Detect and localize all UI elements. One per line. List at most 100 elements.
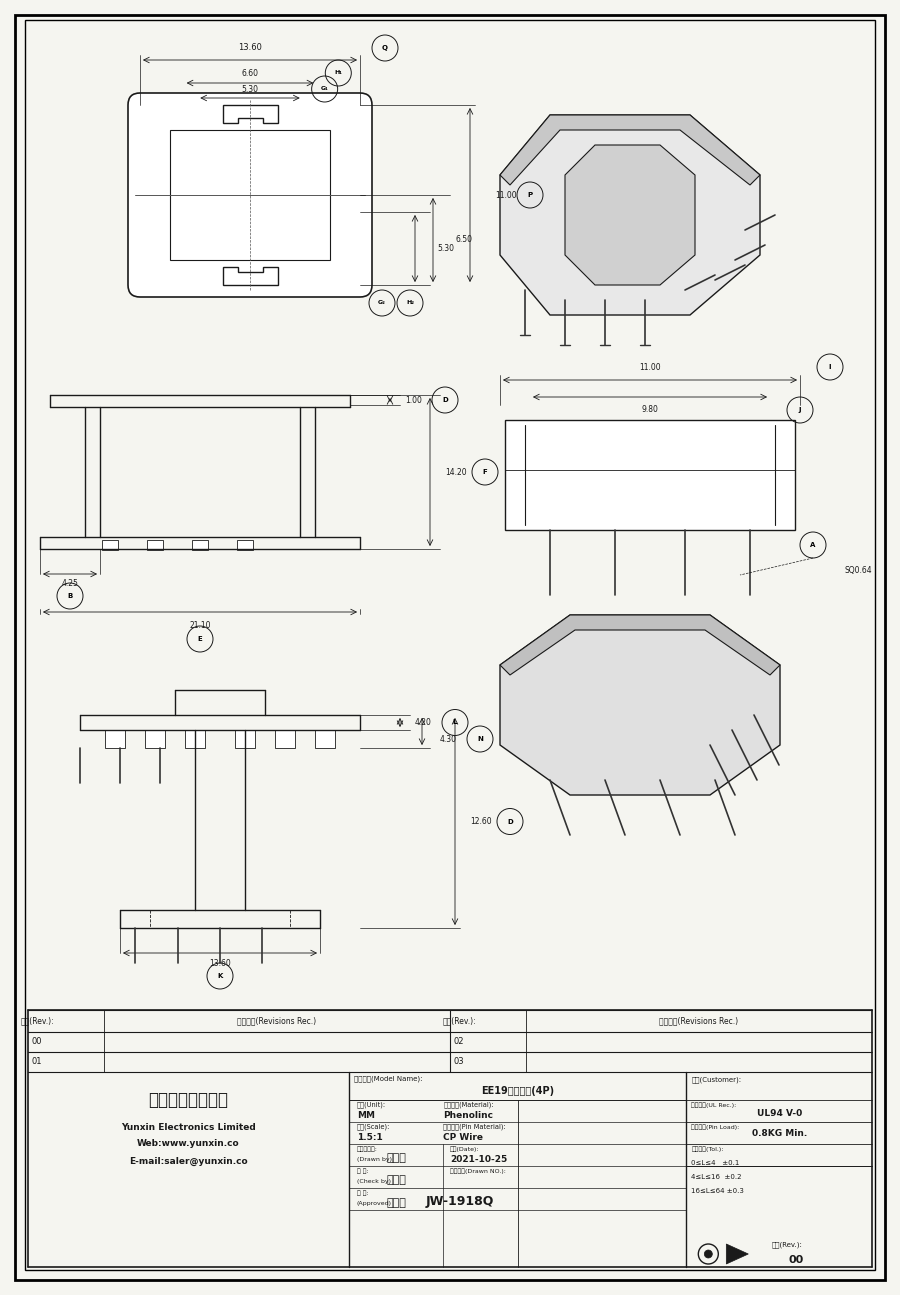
Text: Web:www.yunxin.co: Web:www.yunxin.co [137,1140,239,1149]
Text: 单位(Unit):: 单位(Unit): [356,1102,386,1109]
Text: 校 对:: 校 对: [356,1168,368,1173]
Polygon shape [500,615,780,795]
Text: 5.30: 5.30 [241,84,258,93]
Text: 03: 03 [454,1058,464,1067]
Text: 日期(Date):: 日期(Date): [450,1146,480,1151]
Text: G₁: G₁ [320,87,328,92]
Text: 客户(Customer):: 客户(Customer): [691,1076,742,1084]
Text: UL94 V-0: UL94 V-0 [757,1109,802,1118]
Text: 一般公差(Tol.):: 一般公差(Tol.): [691,1146,724,1151]
Text: 核 准:: 核 准: [356,1190,368,1195]
Text: Phenolinc: Phenolinc [443,1111,493,1120]
Bar [315,730,335,749]
Circle shape [705,1250,712,1257]
Text: Q: Q [382,45,388,51]
Bar [105,730,125,749]
Text: 6.60: 6.60 [241,69,258,78]
Text: Yunxin Electronics Limited: Yunxin Electronics Limited [121,1123,256,1132]
Text: SQ0.64: SQ0.64 [845,566,873,575]
Text: 9.80: 9.80 [642,405,659,414]
Text: 6.50: 6.50 [455,236,472,245]
Polygon shape [726,1244,748,1264]
Bar [147,540,163,550]
Text: 4≤L≤16  ±0.2: 4≤L≤16 ±0.2 [691,1175,742,1180]
Text: 本体材质(Material):: 本体材质(Material): [443,1102,494,1109]
Text: 张生坤: 张生坤 [386,1198,406,1208]
Text: F: F [482,469,488,475]
FancyBboxPatch shape [128,93,372,297]
Text: B: B [68,593,73,600]
Text: 修改记录(Revisions Rec.): 修改记录(Revisions Rec.) [660,1017,739,1026]
Bar [505,420,795,530]
Text: 00: 00 [788,1255,804,1265]
Text: 02: 02 [454,1037,464,1046]
Text: 版本(Rev.):: 版本(Rev.): [771,1242,802,1248]
Text: 0≤L≤4   ±0.1: 0≤L≤4 ±0.1 [691,1160,740,1166]
Bar [102,540,118,550]
Text: 规格描述(Model Name):: 规格描述(Model Name): [354,1076,422,1083]
Text: N: N [477,736,483,742]
Text: 4.25: 4.25 [61,579,78,588]
Bar [275,730,295,749]
Bar [145,730,165,749]
Text: K: K [217,973,222,979]
Polygon shape [500,615,780,675]
Text: H₂: H₂ [406,300,414,306]
Text: H₁: H₁ [334,70,342,75]
Polygon shape [500,115,760,185]
Text: 12.60: 12.60 [470,817,491,826]
Text: CP Wire: CP Wire [443,1133,483,1142]
Text: 韦景川: 韦景川 [386,1175,406,1185]
Text: EE19卧式单边(4P): EE19卧式单边(4P) [481,1087,554,1096]
Text: 防火等级(UL Rec.):: 防火等级(UL Rec.): [691,1102,736,1107]
Text: P: P [527,192,533,198]
Bar [185,730,205,749]
Bar [237,540,253,550]
Text: D: D [507,818,513,825]
Text: 版本(Rev.):: 版本(Rev.): [442,1017,476,1026]
Text: 4.30: 4.30 [440,734,457,743]
Text: 云芯电子有限公司: 云芯电子有限公司 [148,1090,229,1109]
Polygon shape [565,145,695,285]
Text: E-mail:saler@yunxin.co: E-mail:saler@yunxin.co [129,1156,248,1166]
Text: 00: 00 [32,1037,42,1046]
Text: 13.60: 13.60 [238,44,262,53]
Text: 比例(Scale):: 比例(Scale): [356,1124,390,1131]
Text: (Approved): (Approved) [356,1200,392,1206]
Bar [235,730,255,749]
Text: (Drawn by): (Drawn by) [356,1156,392,1162]
Bar [192,540,208,550]
Text: 11.00: 11.00 [639,363,661,372]
Text: E: E [198,636,202,642]
Text: 0.8KG Min.: 0.8KG Min. [752,1128,806,1137]
Text: 产品编号(Drawn NO.):: 产品编号(Drawn NO.): [450,1168,506,1173]
Text: 11.00: 11.00 [495,190,517,199]
Polygon shape [500,115,760,315]
Text: G₂: G₂ [378,300,386,306]
Text: 修改记录(Revisions Rec.): 修改记录(Revisions Rec.) [238,1017,317,1026]
Text: D: D [442,398,448,403]
Text: I: I [829,364,832,370]
Text: L: L [453,720,457,725]
Text: 4.20: 4.20 [415,717,432,726]
Text: 工程与设计:: 工程与设计: [356,1146,378,1151]
Text: J: J [799,407,801,413]
Text: 16≤L≤64 ±0.3: 16≤L≤64 ±0.3 [691,1188,744,1194]
Text: 刘水强: 刘水强 [386,1153,406,1163]
Text: (Check by): (Check by) [356,1178,391,1184]
Bar [170,130,330,260]
Text: 13.60: 13.60 [209,958,231,967]
Text: 2021-10-25: 2021-10-25 [450,1155,508,1163]
Text: A: A [810,543,815,548]
Text: MM: MM [356,1111,374,1120]
Text: 21.10: 21.10 [189,622,211,631]
Text: 版本(Rev.):: 版本(Rev.): [20,1017,54,1026]
Text: 14.20: 14.20 [445,467,466,477]
Text: 01: 01 [32,1058,42,1067]
Text: 5.30: 5.30 [437,243,454,253]
Text: 1.00: 1.00 [405,395,422,404]
Text: 1.5:1: 1.5:1 [356,1133,382,1142]
Text: 针脚拉力(Pin Load):: 针脚拉力(Pin Load): [691,1124,740,1129]
Text: 针脚材质(Pin Material):: 针脚材质(Pin Material): [443,1124,506,1131]
Text: JW-1918Q: JW-1918Q [426,1194,494,1207]
